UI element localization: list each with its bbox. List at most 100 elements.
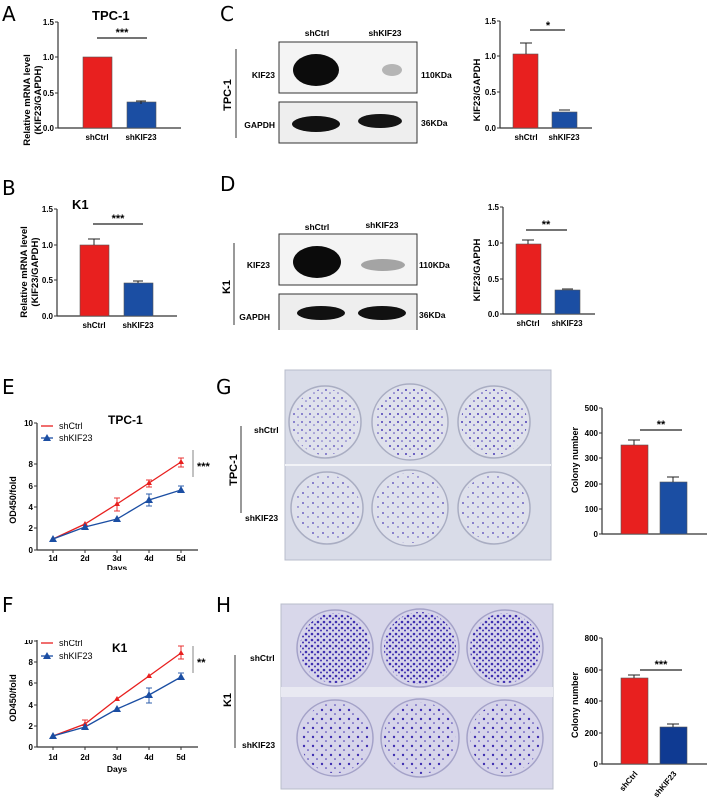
svg-text:0.0: 0.0 (42, 312, 54, 321)
row-label: KIF23 (252, 70, 275, 80)
lane-label: shKIF23 (368, 28, 401, 38)
svg-text:4d: 4d (144, 554, 153, 563)
svg-text:4d: 4d (144, 753, 153, 762)
row-label: shCtrl (254, 425, 279, 435)
svg-text:110KDa: 110KDa (419, 260, 450, 270)
svg-text:36KDa: 36KDa (419, 310, 446, 320)
chart-b-ylabel: Relative mRNA level (19, 226, 30, 318)
svg-text:2: 2 (29, 722, 34, 731)
svg-text:shKIF23: shKIF23 (551, 319, 583, 328)
svg-text:Days: Days (107, 764, 128, 774)
svg-text:400: 400 (585, 697, 599, 706)
svg-text:shCtrl: shCtrl (82, 321, 105, 330)
colony-plate-g: TPC-1 shCtrl shKIF23 (228, 369, 552, 561)
svg-text:KIF23: KIF23 (247, 260, 270, 270)
svg-text:shCtrl: shCtrl (516, 319, 539, 328)
chart-g-colony: Colony number 0 100 200 300 400 500 ** s… (570, 404, 707, 540)
size-label: 110KDa (421, 70, 452, 80)
sig-marker: ** (197, 657, 206, 669)
svg-text:1.5: 1.5 (43, 18, 55, 27)
svg-text:2: 2 (29, 524, 34, 533)
svg-text:100: 100 (585, 505, 599, 514)
row-label: shKIF23 (245, 513, 278, 523)
sig-marker: * (546, 20, 551, 32)
bar-shctrl (82, 56, 113, 129)
svg-text:Colony number: Colony number (570, 427, 580, 493)
svg-text:TPC-1: TPC-1 (108, 413, 143, 427)
sig-marker: *** (116, 27, 130, 39)
svg-text:1.5: 1.5 (488, 203, 500, 212)
panel-label-b: B (2, 176, 16, 200)
svg-text:2d: 2d (80, 554, 89, 563)
legend-shctrl: shCtrl (59, 421, 83, 431)
svg-text:200: 200 (585, 729, 599, 738)
svg-text:shCtrl: shCtrl (514, 133, 537, 142)
svg-text:0.5: 0.5 (42, 276, 54, 285)
cell-line-label: TPC-1 (222, 79, 234, 111)
svg-text:shCtrl: shCtrl (618, 770, 640, 793)
svg-text:4: 4 (29, 503, 34, 512)
svg-text:0.5: 0.5 (485, 88, 497, 97)
chart-a-mrna-tpc1: TPC-1 Relative mRNA level (KIF23/GAPDH) … (22, 8, 181, 146)
chart-a-title: TPC-1 (92, 8, 130, 23)
row-label: shKIF23 (242, 740, 275, 750)
svg-text:TPC-1: TPC-1 (228, 454, 240, 486)
chart-c-quant: KIF23/GAPDH 0.0 0.5 1.0 1.5 * shCtrl shK… (472, 17, 592, 142)
svg-text:OD450/fold: OD450/fold (8, 476, 18, 524)
bar-shkif23 (126, 101, 157, 129)
bar-shkif23 (659, 726, 688, 765)
svg-text:Colony number: Colony number (570, 672, 580, 738)
svg-text:0: 0 (29, 743, 34, 752)
svg-text:shKIF23: shKIF23 (122, 321, 154, 330)
panel-label-d: D (220, 172, 236, 196)
svg-text:1.0: 1.0 (488, 239, 500, 248)
svg-text:2d: 2d (80, 753, 89, 762)
bar-shkif23 (123, 282, 154, 317)
bar-shctrl (515, 243, 542, 315)
svg-text:0: 0 (594, 530, 599, 539)
svg-text:10: 10 (24, 640, 33, 646)
svg-text:6: 6 (29, 679, 34, 688)
svg-text:shKIF23: shKIF23 (652, 539, 679, 540)
svg-text:K1: K1 (221, 280, 233, 294)
row-label: shCtrl (250, 653, 275, 663)
colony-plate-h: K1 shCtrl shKIF23 (222, 603, 554, 790)
chart-d-quant: KIF23/GAPDH 0.0 0.5 1.0 1.5 ** shCtrl sh… (472, 203, 595, 328)
svg-text:0.0: 0.0 (485, 124, 497, 133)
size-label: 36KDa (421, 118, 448, 128)
lane-label: shKIF23 (365, 220, 398, 230)
panel-label-h: H (216, 593, 232, 617)
bar-shctrl (79, 244, 110, 317)
chart-b-mrna-k1: K1 Relative mRNA level (KIF23/GAPDH) 0.0… (19, 197, 177, 330)
svg-text:0.5: 0.5 (488, 275, 500, 284)
bar-shkif23 (659, 481, 688, 535)
svg-text:OD450/fold: OD450/fold (8, 674, 18, 722)
svg-text:shKIF23: shKIF23 (652, 769, 679, 799)
svg-text:1.0: 1.0 (43, 53, 55, 62)
lane-label: shCtrl (305, 222, 330, 232)
svg-text:0.0: 0.0 (488, 310, 500, 319)
svg-text:KIF23/GAPDH: KIF23/GAPDH (472, 238, 483, 301)
row-label: GAPDH (244, 120, 275, 130)
panel-label-c: C (220, 2, 234, 26)
line-shkif23 (52, 489, 182, 540)
svg-text:shCtrl: shCtrl (85, 133, 108, 142)
panel-label-e: E (2, 375, 15, 399)
chart-f-proliferation-k1: K1 OD450/fold 0 2 4 6 8 10 1d 2d 3d 4d 5… (8, 640, 206, 774)
svg-text:Days: Days (107, 563, 128, 570)
legend-shkif23: shKIF23 (59, 433, 93, 443)
chart-h-colony: Colony number 0 200 400 600 800 *** shCt… (570, 634, 707, 799)
chart-a-ylabel: Relative mRNA level (22, 54, 33, 146)
line-shctrl (52, 652, 182, 737)
svg-text:1.5: 1.5 (42, 205, 54, 214)
sig-marker: ** (657, 419, 666, 431)
svg-text:10: 10 (24, 419, 33, 428)
svg-text:GAPDH: GAPDH (239, 312, 270, 322)
svg-text:1.0: 1.0 (485, 52, 497, 61)
svg-text:KIF23/GAPDH: KIF23/GAPDH (472, 58, 483, 121)
svg-text:1d: 1d (48, 554, 57, 563)
svg-text:1.5: 1.5 (485, 17, 497, 26)
chart-a-ylabel-2: (KIF23/GAPDH) (33, 65, 44, 134)
svg-text:3d: 3d (112, 753, 121, 762)
svg-text:0: 0 (594, 760, 599, 769)
